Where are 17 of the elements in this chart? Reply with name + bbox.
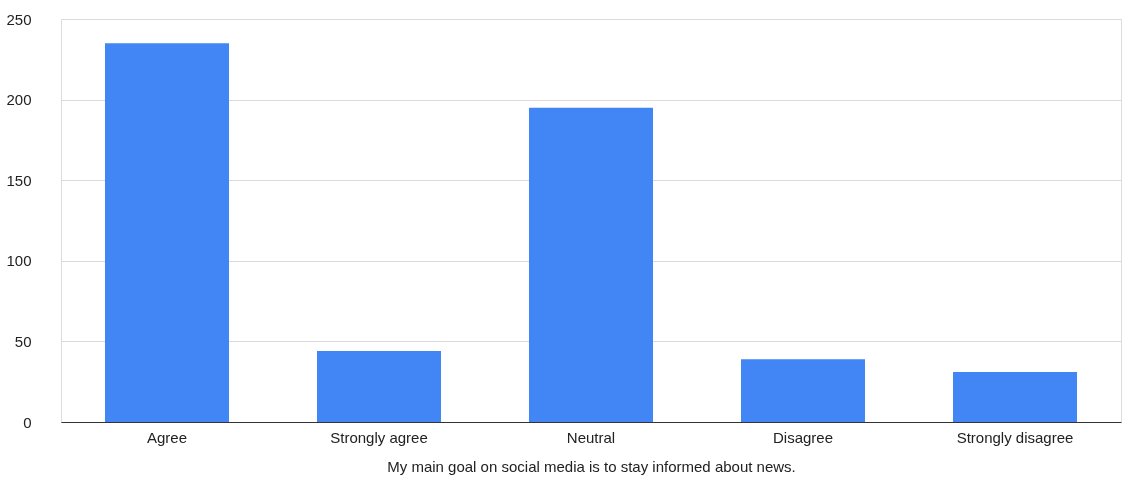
bar [104, 43, 230, 422]
x-tick-label: Strongly agree [330, 428, 428, 446]
bar [952, 372, 1078, 422]
bar [740, 359, 866, 422]
y-tick-label: 150 [6, 171, 32, 189]
y-tick-label: 0 [23, 413, 32, 431]
bar [528, 107, 654, 422]
x-tick-label: Agree [146, 428, 188, 446]
x-tick-label: Neutral [566, 428, 616, 446]
y-tick-label: 250 [6, 10, 32, 28]
y-tick-label: 200 [6, 91, 32, 109]
x-axis-title: My main goal on social media is to stay informed about news. [387, 457, 796, 475]
bar [316, 351, 442, 422]
x-tick-label: Disagree [772, 428, 834, 446]
y-tick-label: 100 [6, 252, 32, 270]
x-tick-label: Strongly disagree [956, 428, 1074, 446]
y-tick-label: 50 [14, 332, 32, 350]
